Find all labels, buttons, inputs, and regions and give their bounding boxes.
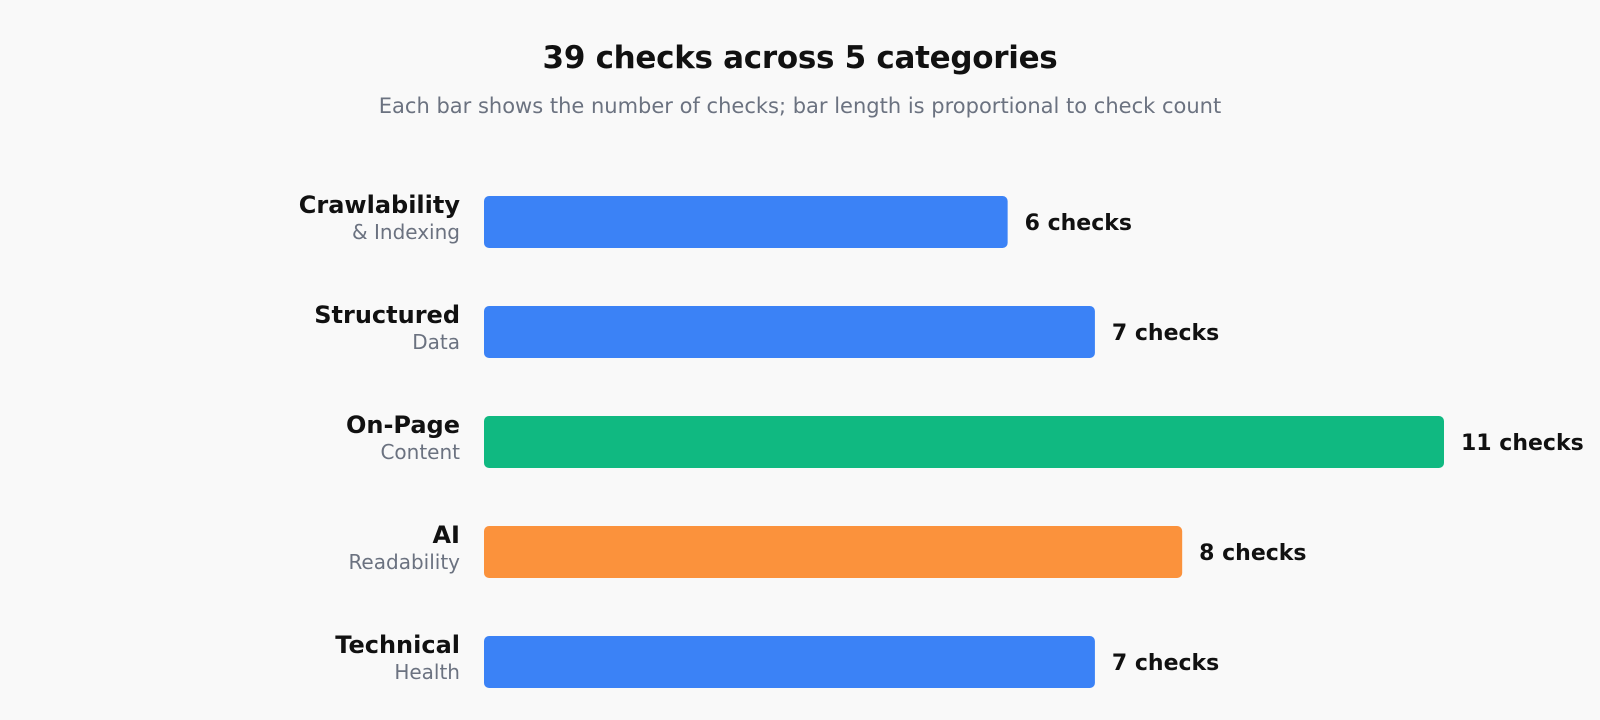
- category-sublabel: Health: [394, 660, 460, 684]
- category-label: Technical: [335, 631, 460, 659]
- bar-crawlability: [484, 196, 1008, 248]
- category-sublabel: Data: [412, 330, 460, 354]
- bar-on-page: [484, 416, 1444, 468]
- chart-subtitle: Each bar shows the number of checks; bar…: [378, 94, 1222, 118]
- bar-structured: [484, 306, 1095, 358]
- category-label: Crawlability: [299, 191, 461, 219]
- category-label: On-Page: [346, 411, 460, 439]
- bar-value-label: 7 checks: [1112, 651, 1219, 676]
- bar-value-label: 11 checks: [1461, 431, 1584, 456]
- category-sublabel: Readability: [348, 550, 460, 574]
- bar-value-label: 8 checks: [1199, 541, 1306, 566]
- category-sublabel: & Indexing: [352, 220, 460, 244]
- bar-value-label: 7 checks: [1112, 321, 1219, 346]
- chart-title: 39 checks across 5 categories: [542, 40, 1058, 76]
- category-label: Structured: [314, 301, 460, 329]
- bar-technical: [484, 636, 1095, 688]
- bar-value-label: 6 checks: [1025, 211, 1132, 236]
- bar-ai: [484, 526, 1183, 578]
- category-sublabel: Content: [380, 440, 460, 464]
- category-label: AI: [432, 521, 460, 549]
